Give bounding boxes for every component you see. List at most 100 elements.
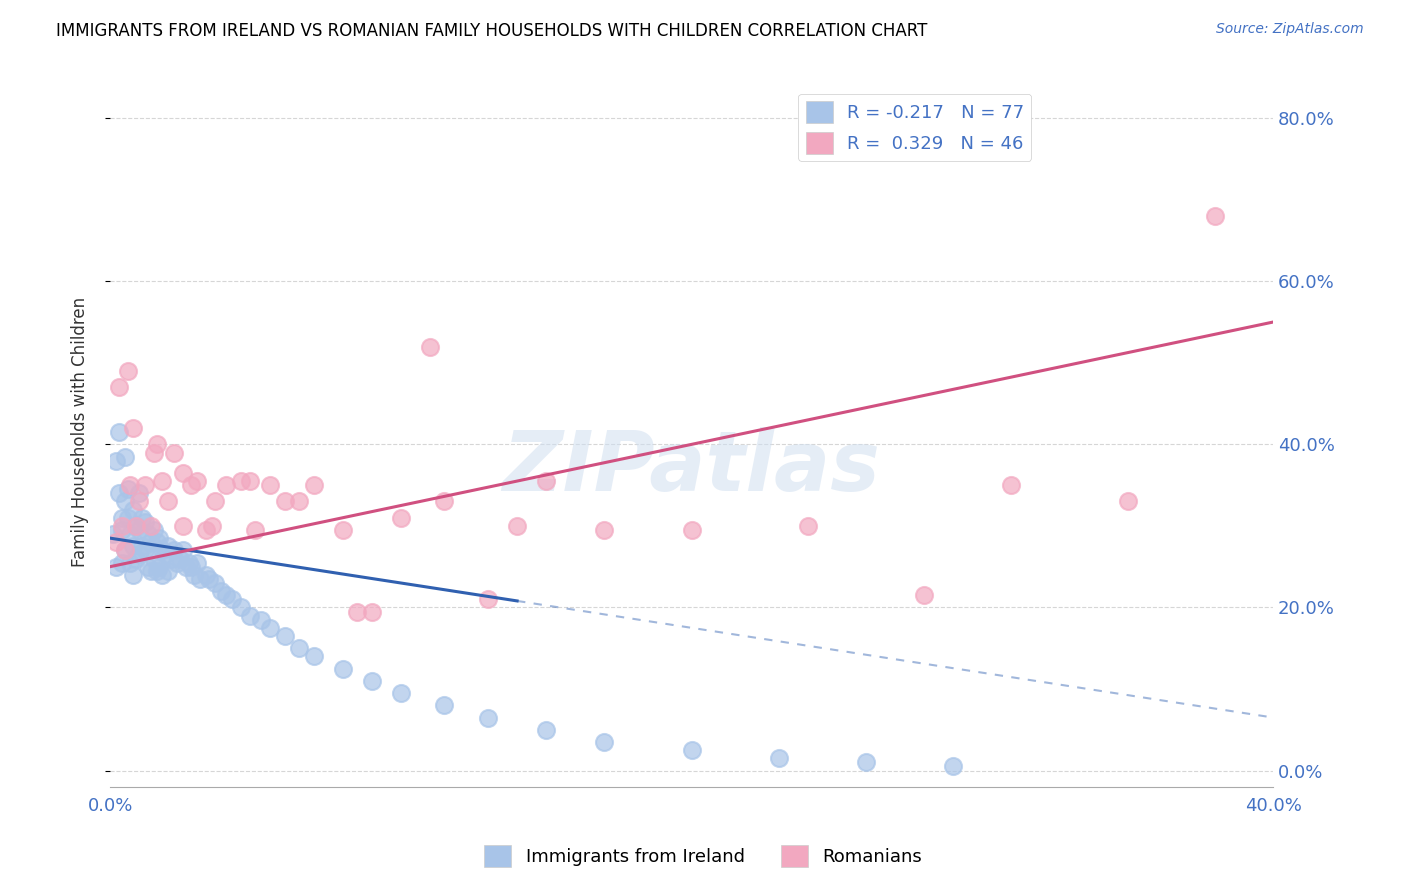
Point (111, 510, 134, 524)
Point (148, 559, 170, 574)
Point (229, 600, 252, 615)
Text: Source: ZipAtlas.com: Source: ZipAtlas.com (1216, 22, 1364, 37)
Point (195, 567, 218, 582)
Point (160, 551, 183, 566)
Point (134, 543, 156, 558)
Point (163, 543, 186, 558)
Point (681, 743, 703, 757)
Point (139, 519, 162, 533)
Point (477, 710, 499, 724)
Point (128, 523, 150, 537)
Point (122, 502, 145, 516)
Y-axis label: Family Households with Children: Family Households with Children (72, 297, 89, 567)
Point (221, 592, 243, 607)
Point (198, 572, 221, 586)
Point (180, 559, 202, 574)
Point (912, 588, 935, 602)
Point (125, 519, 148, 533)
Point (855, 756, 877, 770)
Point (120, 527, 142, 541)
Point (288, 641, 311, 656)
Point (209, 584, 232, 599)
Point (169, 551, 191, 566)
Point (125, 551, 148, 566)
Point (201, 519, 224, 533)
Point (104, 559, 127, 574)
Point (477, 592, 499, 607)
Point (273, 494, 295, 508)
Point (157, 564, 180, 578)
Point (506, 519, 529, 533)
Point (204, 576, 226, 591)
Point (229, 474, 252, 488)
Point (302, 649, 325, 664)
Point (1116, 494, 1139, 508)
Text: ZIPatlas: ZIPatlas (502, 427, 880, 508)
Point (250, 613, 273, 627)
Point (188, 572, 211, 586)
Point (139, 535, 162, 549)
Point (152, 567, 174, 582)
Point (157, 539, 180, 553)
Point (128, 494, 150, 508)
Point (142, 551, 165, 566)
Point (215, 588, 238, 602)
Point (114, 543, 136, 558)
Point (114, 543, 136, 558)
Point (122, 539, 145, 553)
Point (288, 494, 311, 508)
Point (111, 556, 134, 570)
Point (332, 523, 354, 537)
Point (433, 494, 456, 508)
Point (114, 494, 136, 508)
Text: IMMIGRANTS FROM IRELAND VS ROMANIAN FAMILY HOUSEHOLDS WITH CHILDREN CORRELATION : IMMIGRANTS FROM IRELAND VS ROMANIAN FAMI… (56, 22, 928, 40)
Legend: R = -0.217   N = 77, R =  0.329   N = 46: R = -0.217 N = 77, R = 0.329 N = 46 (799, 94, 1032, 161)
Point (128, 548, 150, 562)
Point (148, 531, 170, 545)
Point (239, 608, 262, 623)
Point (131, 510, 153, 524)
Point (145, 564, 167, 578)
Point (101, 527, 124, 541)
Point (259, 621, 281, 635)
Point (163, 445, 186, 459)
Point (797, 519, 820, 533)
Point (681, 523, 703, 537)
Point (152, 474, 174, 488)
Point (136, 527, 159, 541)
Point (142, 445, 165, 459)
Point (768, 751, 790, 765)
Point (273, 629, 295, 643)
Point (360, 605, 382, 619)
Point (302, 478, 325, 492)
Point (134, 515, 156, 529)
Point (131, 539, 153, 553)
Point (122, 421, 145, 435)
Point (157, 494, 180, 508)
Point (360, 673, 382, 688)
Point (145, 535, 167, 549)
Point (152, 543, 174, 558)
Point (117, 482, 139, 496)
Point (107, 380, 129, 394)
Point (204, 494, 226, 508)
Legend: Immigrants from Ireland, Romanians: Immigrants from Ireland, Romanians (477, 838, 929, 874)
Point (1000, 478, 1022, 492)
Point (180, 478, 202, 492)
Point (195, 523, 218, 537)
Point (107, 486, 129, 500)
Point (942, 759, 965, 773)
Point (139, 564, 162, 578)
Point (174, 559, 197, 574)
Point (245, 523, 267, 537)
Point (593, 735, 616, 749)
Point (183, 567, 205, 582)
Point (186, 474, 208, 488)
Point (114, 450, 136, 464)
Point (107, 425, 129, 439)
Point (239, 474, 262, 488)
Point (177, 556, 200, 570)
Point (172, 519, 194, 533)
Point (534, 723, 557, 737)
Point (215, 478, 238, 492)
